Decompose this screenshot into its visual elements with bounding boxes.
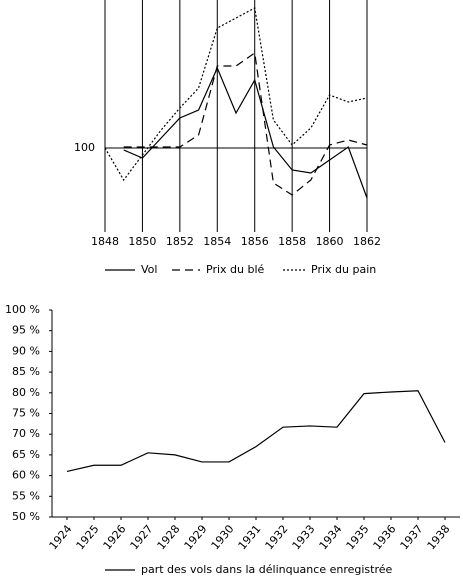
y-tick-label: 70 % xyxy=(12,427,40,440)
y-tick-label: 95 % xyxy=(12,324,40,337)
x-tick-label: 1926 xyxy=(101,523,129,553)
x-tick-label: 1933 xyxy=(290,523,318,553)
x-tick-label: 1856 xyxy=(241,235,269,248)
y-tick-label: 85 % xyxy=(12,365,40,378)
series-line xyxy=(104,7,368,182)
x-tick-label: 1931 xyxy=(236,523,264,553)
x-tick-label: 1862 xyxy=(353,235,381,248)
y-tick-label: 90 % xyxy=(12,344,40,357)
legend-label: part des vols dans la délinquance enregi… xyxy=(141,563,393,576)
x-tick-label: 1927 xyxy=(128,523,156,553)
x-tick-label: 1850 xyxy=(128,235,156,248)
x-tick-label: 1938 xyxy=(425,523,453,553)
x-tick-label: 1932 xyxy=(263,523,291,553)
y-tick-label: 100 % xyxy=(5,303,40,316)
legend-label: Prix du blé xyxy=(206,263,265,276)
y-tick-label: 80 % xyxy=(12,386,40,399)
x-tick-label: 1937 xyxy=(398,523,426,553)
x-tick-label: 1935 xyxy=(344,523,372,553)
y-tick-label: 65 % xyxy=(12,448,40,461)
series-line xyxy=(66,390,446,473)
x-tick-label: 1852 xyxy=(166,235,194,248)
x-tick-label: 1854 xyxy=(203,235,231,248)
x-tick-label: 1848 xyxy=(91,235,119,248)
x-tick-label: 1928 xyxy=(155,523,183,553)
x-tick-label: 1858 xyxy=(278,235,306,248)
y-tick-label: 100 xyxy=(74,141,95,154)
x-tick-label: 1860 xyxy=(316,235,344,248)
x-tick-label: 1930 xyxy=(209,523,237,553)
x-tick-label: 1934 xyxy=(317,523,345,553)
y-tick-label: 75 % xyxy=(12,407,40,420)
x-tick-label: 1936 xyxy=(371,523,399,553)
series-line xyxy=(123,51,368,196)
x-tick-label: 1925 xyxy=(74,523,102,553)
series-line xyxy=(123,66,368,199)
legend-label: Vol xyxy=(141,263,157,276)
y-tick-label: 50 % xyxy=(12,510,40,523)
x-tick-label: 1929 xyxy=(182,523,210,553)
y-tick-label: 60 % xyxy=(12,469,40,482)
x-tick-label: 1924 xyxy=(47,523,75,553)
y-tick-label: 55 % xyxy=(12,489,40,502)
legend-label: Prix du pain xyxy=(311,263,376,276)
